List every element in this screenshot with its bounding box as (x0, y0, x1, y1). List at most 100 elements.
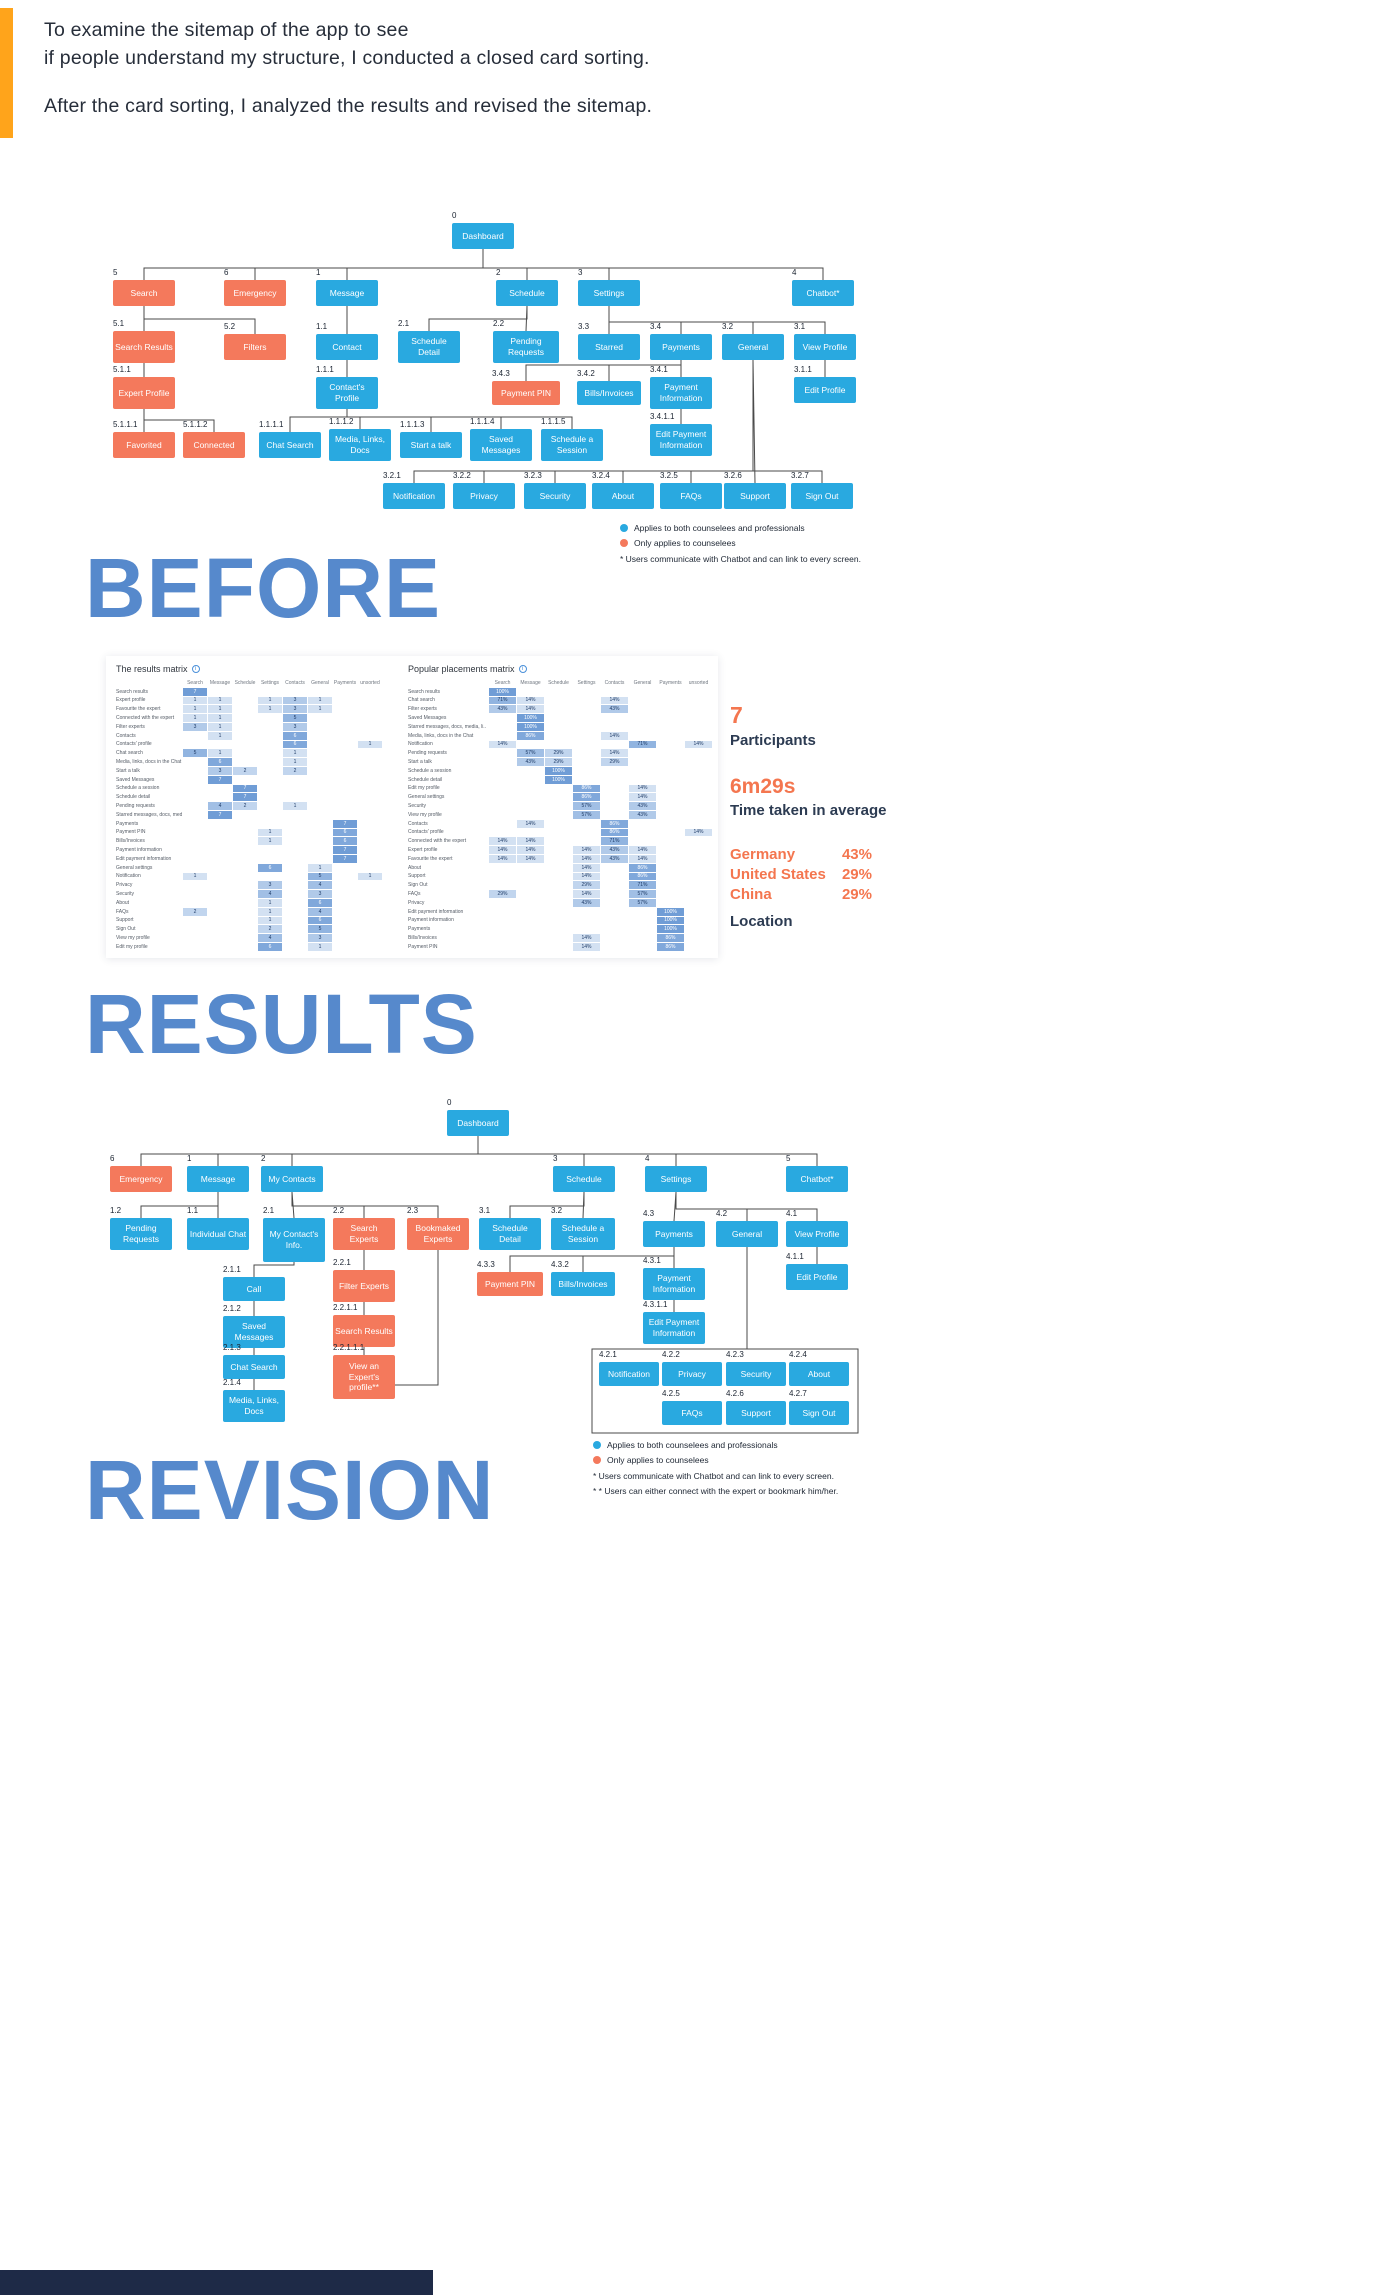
matrix-cell: 2 (233, 802, 257, 810)
matrix-cell (333, 890, 357, 898)
sitemap-node-1.1.1.1: Chat Search (259, 432, 321, 458)
matrix-row-label: Search results (116, 688, 148, 695)
sitemap-node-number: 1.1.1 (316, 365, 334, 374)
sitemap-connector (525, 305, 528, 332)
sitemap-node-number: 2.2 (333, 1206, 345, 1215)
matrix-cell (233, 873, 257, 881)
sitemap-node-5.1.1.2: Connected (183, 432, 245, 458)
matrix-cell (685, 758, 712, 766)
matrix-cell: 43% (573, 898, 600, 907)
matrix-cell (333, 688, 357, 696)
matrix-row-label: Security (116, 891, 135, 898)
sitemap-node-4.2.7: Sign Out (789, 1401, 849, 1425)
matrix-cell: 1 (208, 731, 232, 740)
matrix-cell (601, 934, 628, 942)
matrix-cell (657, 749, 684, 757)
matrix-row-label: Chat search (116, 750, 143, 757)
sitemap-node-number: 2.1 (398, 319, 410, 328)
sitemap-node-number: 3.4.3 (492, 369, 510, 378)
matrix-cell (258, 802, 282, 810)
sitemap-node-3.2: General (722, 334, 784, 360)
matrix-cell: 14% (573, 942, 600, 951)
matrix-cell (685, 723, 712, 731)
matrix-cell (183, 785, 207, 793)
matrix-cell (308, 758, 332, 766)
matrix-cell: 1 (308, 863, 332, 872)
matrix-cell (601, 899, 628, 907)
settings-group-frame (591, 1348, 859, 1434)
sitemap-node-4: Settings (645, 1166, 707, 1192)
matrix-cell (685, 837, 712, 845)
matrix-cell (545, 881, 572, 889)
matrix-cell: 14% (601, 749, 628, 758)
sitemap-node-number: 2.2 (493, 319, 505, 328)
heading-revision: REVISION (85, 1443, 495, 1537)
sitemap-node-number: 3.4.2 (577, 369, 595, 378)
matrix-cell: 29% (601, 758, 628, 766)
matrix-cell (333, 767, 357, 775)
sitemap-node-1.1: Individual Chat (187, 1218, 249, 1250)
sitemap-node-1.1.1.4: Saved Messages (470, 429, 532, 461)
matrix-cell (657, 837, 684, 845)
matrix-cell (517, 917, 544, 925)
sitemap-node-number: 3.2.2 (453, 471, 471, 480)
matrix-cell (601, 890, 628, 898)
matrix-column-header: Message (209, 679, 231, 686)
matrix-row-label: Saved Messages (116, 776, 155, 783)
matrix-cell (208, 917, 232, 925)
sitemap-node-5.1: Search Results (113, 331, 175, 363)
matrix-row-label: FAQs (116, 908, 129, 915)
matrix-cell (233, 943, 257, 951)
matrix-cell (657, 899, 684, 907)
matrix-cell: 1 (183, 872, 207, 881)
location-country: Germany (730, 846, 796, 863)
matrix-cell (629, 767, 656, 775)
matrix-cell (573, 723, 600, 731)
matrix-cell (629, 820, 656, 828)
matrix-cell (629, 934, 656, 942)
matrix-cell (358, 943, 382, 951)
sitemap-node-number: 4.3.2 (551, 1260, 569, 1269)
matrix-cell (489, 864, 516, 872)
matrix-row-label: Media, links, docs in the Chat (408, 732, 474, 739)
matrix-cell (283, 899, 307, 907)
matrix-cell (489, 943, 516, 951)
matrix-cell: 14% (489, 854, 516, 863)
matrix-cell (258, 723, 282, 731)
matrix-row-label: Start a talk (116, 767, 140, 774)
matrix-cell (657, 890, 684, 898)
sitemap-node-3.2.4: About (592, 483, 654, 509)
matrix-cell (333, 776, 357, 784)
matrix-cell: 7 (183, 687, 207, 696)
results-matrix-grid: Search Message Schedule Settings Contacts Gen… (116, 679, 382, 951)
matrix-cell: 1 (208, 722, 232, 731)
matrix-cell: 57% (573, 810, 600, 819)
matrix-cell: 14% (517, 837, 544, 846)
matrix-row-label: Privacy (408, 899, 425, 906)
matrix-cell (685, 943, 712, 951)
stats-panel: 7 Participants 6m29s Time taken in avera… (730, 702, 890, 930)
matrix-column-header: Payments (659, 679, 682, 686)
sitemap-connector (143, 409, 215, 432)
location-pct: 29% (841, 886, 872, 903)
matrix-cell (283, 837, 307, 845)
sitemap-node-number: 0 (447, 1098, 452, 1107)
matrix-cell: 86% (629, 863, 656, 872)
matrix-cell (685, 917, 712, 925)
participants-value: 7 (730, 702, 743, 728)
matrix-cell (308, 802, 332, 810)
matrix-corner (408, 679, 488, 687)
matrix-cell: 1 (308, 942, 332, 951)
matrix-cell (573, 758, 600, 766)
sitemap-node-number: 2.1.1 (223, 1265, 241, 1274)
sitemap-node-3.1: View Profile (794, 334, 856, 360)
heading-before: BEFORE (85, 541, 442, 635)
matrix-cell: 100% (657, 916, 684, 925)
matrix-cell (358, 908, 382, 916)
sitemap-node-1.1.1.2: Media, Links, Docs (329, 429, 391, 461)
matrix-cell (358, 890, 382, 898)
matrix-cell (283, 943, 307, 951)
matrix-cell: 86% (657, 934, 684, 942)
sitemap-node-2.1.3: Chat Search (223, 1355, 285, 1379)
legend-item-both: Applies to both counselees and professio… (593, 1440, 838, 1450)
